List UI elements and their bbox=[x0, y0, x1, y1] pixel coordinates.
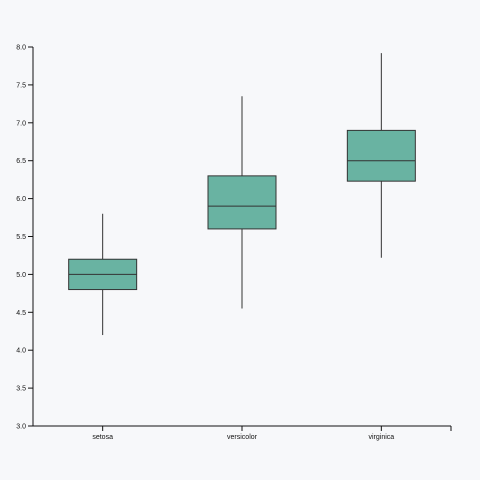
y-tick-label: 8.0 bbox=[16, 45, 26, 52]
x-tick-label: virginica bbox=[368, 434, 394, 441]
box-series bbox=[68, 53, 416, 336]
y-tick-label: 3.0 bbox=[16, 424, 26, 431]
box-iqr bbox=[346, 129, 416, 182]
box-virginica bbox=[346, 53, 416, 258]
y-axis: 3.0 3.5 4.0 4.5 5.0 5.5 6.0 6.5 7.0 7.5 8.0 bbox=[16, 45, 34, 431]
y-tick-label: 4.5 bbox=[16, 310, 26, 317]
x-tick-label: versicolor bbox=[227, 434, 258, 441]
y-tick-label: 4.0 bbox=[16, 348, 26, 355]
y-tick-label: 7.0 bbox=[16, 120, 26, 127]
box-iqr bbox=[207, 175, 277, 230]
y-tick-label: 5.0 bbox=[16, 272, 26, 279]
x-tick-label: setosa bbox=[92, 434, 113, 441]
box-versicolor bbox=[207, 96, 277, 309]
box-setosa bbox=[68, 213, 138, 336]
y-tick-label: 6.5 bbox=[16, 158, 26, 165]
x-axis: setosa versicolor virginica bbox=[33, 425, 452, 441]
y-tick-label: 7.5 bbox=[16, 82, 26, 89]
y-tick-label: 5.5 bbox=[16, 234, 26, 241]
y-tick-label: 6.0 bbox=[16, 196, 26, 203]
y-tick-label: 3.5 bbox=[16, 386, 26, 393]
